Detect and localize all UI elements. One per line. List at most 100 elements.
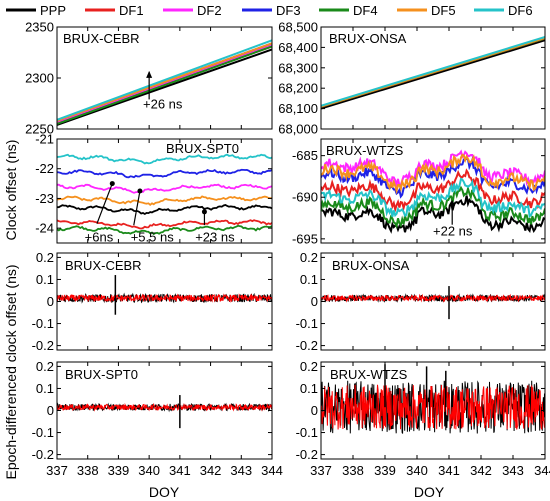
series-line-df6 <box>57 153 272 165</box>
panel-p7: -0.2 -0.1 0 0.1 0.2 337 338 339 340 341 342 343 344 B… <box>32 359 283 478</box>
y-tick-label: 0.1 <box>36 272 54 287</box>
series-line-ppp <box>321 39 545 110</box>
y-tick-label: -21 <box>35 132 54 147</box>
x-tick-label: 343 <box>230 463 252 478</box>
y-tick-label: 68,100 <box>278 101 318 116</box>
series-line-df6 <box>57 39 272 121</box>
x-tick-label: 341 <box>169 463 191 478</box>
axes-frame <box>56 138 273 244</box>
x-tick-label: 339 <box>108 463 130 478</box>
annotation-label: +6ns <box>85 230 114 245</box>
y-tick-label: 0 <box>311 294 318 309</box>
legend-item-ppp: PPP <box>6 3 66 18</box>
series-line-df1 <box>321 293 545 303</box>
y-tick-label: 0.2 <box>300 250 318 265</box>
y-tick-label: -0.2 <box>296 338 318 353</box>
y-tick-label: -24 <box>35 221 54 236</box>
y-tick-label: -0.1 <box>296 316 318 331</box>
y-tick-label: 68,500 <box>278 20 318 35</box>
y-tick-label: 0.1 <box>36 381 54 396</box>
series-line-df4 <box>57 45 272 125</box>
plot-area <box>57 153 272 236</box>
series-line-df1 <box>57 402 272 412</box>
series-line-df6 <box>321 36 545 107</box>
panel-title: BRUX-ONSA <box>332 258 410 273</box>
panel-p4: -695 -690 -685 BRUX-WTZS +22 ns <box>292 138 546 246</box>
legend-label: DF6 <box>508 3 533 18</box>
x-tick-label: 339 <box>374 463 396 478</box>
y-tick-label: -0.1 <box>296 425 318 440</box>
panel-p8: -0.2 -0.1 0 0.1 0.2 337 338 339 340 341 342 343 344 B… <box>296 359 550 478</box>
y-tick-label: 2350 <box>25 20 54 35</box>
x-tick-label: 342 <box>200 463 222 478</box>
legend-label: PPP <box>40 3 66 18</box>
plot-area <box>57 395 272 429</box>
xlabel-right: DOY <box>414 484 445 500</box>
panel-title: BRUX-CEBR <box>63 31 140 46</box>
legend: PPP DF1 DF2 DF3 DF4 DF5 DF6 <box>6 3 533 18</box>
x-tick-label: 337 <box>310 463 332 478</box>
x-tick-label: 344 <box>261 463 283 478</box>
panel-title: BRUX-SPT0 <box>65 367 138 382</box>
y-tick-label: -22 <box>35 161 54 176</box>
series-line-df1 <box>321 384 545 430</box>
y-tick-label: -0.1 <box>32 316 54 331</box>
legend-item-df6: DF6 <box>474 3 533 18</box>
annotation-arrow <box>133 190 141 226</box>
plot-area <box>57 39 272 126</box>
xlabel-left: DOY <box>149 484 180 500</box>
ylabel-top: Clock offset (ns) <box>3 140 19 241</box>
y-tick-label: 0.1 <box>300 381 318 396</box>
x-tick-label: 337 <box>46 463 68 478</box>
arrow-head <box>137 188 143 194</box>
y-tick-label: 0.2 <box>36 250 54 265</box>
legend-label: DF5 <box>431 3 456 18</box>
y-tick-label: 0 <box>47 294 54 309</box>
series-line-df5 <box>57 42 272 122</box>
series-line-df6 <box>321 177 545 219</box>
y-tick-label: 2250 <box>25 122 54 137</box>
x-tick-label: 340 <box>406 463 428 478</box>
y-tick-label: 68,200 <box>278 81 318 96</box>
y-tick-label: -23 <box>35 191 54 206</box>
panel-p2: 68,000 68,100 68,200 68,300 68,400 68,500 BRUX… <box>278 20 546 137</box>
y-tick-label: 0 <box>47 403 54 418</box>
series-line-df1 <box>321 168 545 214</box>
plot-area <box>321 36 545 110</box>
series-line-df3 <box>57 168 272 179</box>
panel-title: BRUX-SPT0 <box>166 141 239 156</box>
y-tick-label: 68,000 <box>278 122 318 137</box>
legend-item-df1: DF1 <box>85 3 144 18</box>
x-tick-label: 340 <box>138 463 160 478</box>
panel-p5: -0.2 -0.1 0 0.1 0.2 BRUX-CEBR <box>32 250 273 353</box>
axes-frame <box>320 138 546 244</box>
arrow-head <box>109 181 115 187</box>
x-tick-label: 338 <box>342 463 364 478</box>
legend-label: DF2 <box>197 3 222 18</box>
annotation-label: +23 ns <box>195 230 235 245</box>
series-line-df5 <box>321 153 545 195</box>
legend-item-df5: DF5 <box>397 3 456 18</box>
x-tick-label: 343 <box>502 463 524 478</box>
plot-area <box>57 275 272 315</box>
arrow-head <box>201 209 207 215</box>
y-tick-label: 0.1 <box>300 272 318 287</box>
annotation-label: +22 ns <box>433 224 473 239</box>
y-tick-label: -690 <box>292 190 318 205</box>
series-line-df5 <box>57 195 272 206</box>
series-line-ppp <box>57 48 272 126</box>
arrow-head <box>146 70 153 78</box>
series-line-df1 <box>57 293 272 303</box>
x-tick-label: 338 <box>77 463 99 478</box>
y-tick-label: -0.2 <box>32 338 54 353</box>
axes-frame <box>320 26 546 130</box>
series-line-df1 <box>57 219 272 230</box>
panel-p3: -24 -23 -22 -21 BRUX-SPT0 +6ns +5.5 ns +23 ns <box>35 132 273 245</box>
arrow-head <box>449 199 456 206</box>
panel-p6: -0.2 -0.1 0 0.1 0.2 BRUX-ONSA <box>296 250 546 353</box>
series-line-df4 <box>57 224 272 236</box>
legend-label: DF1 <box>119 3 144 18</box>
series-line-df2 <box>57 183 272 194</box>
